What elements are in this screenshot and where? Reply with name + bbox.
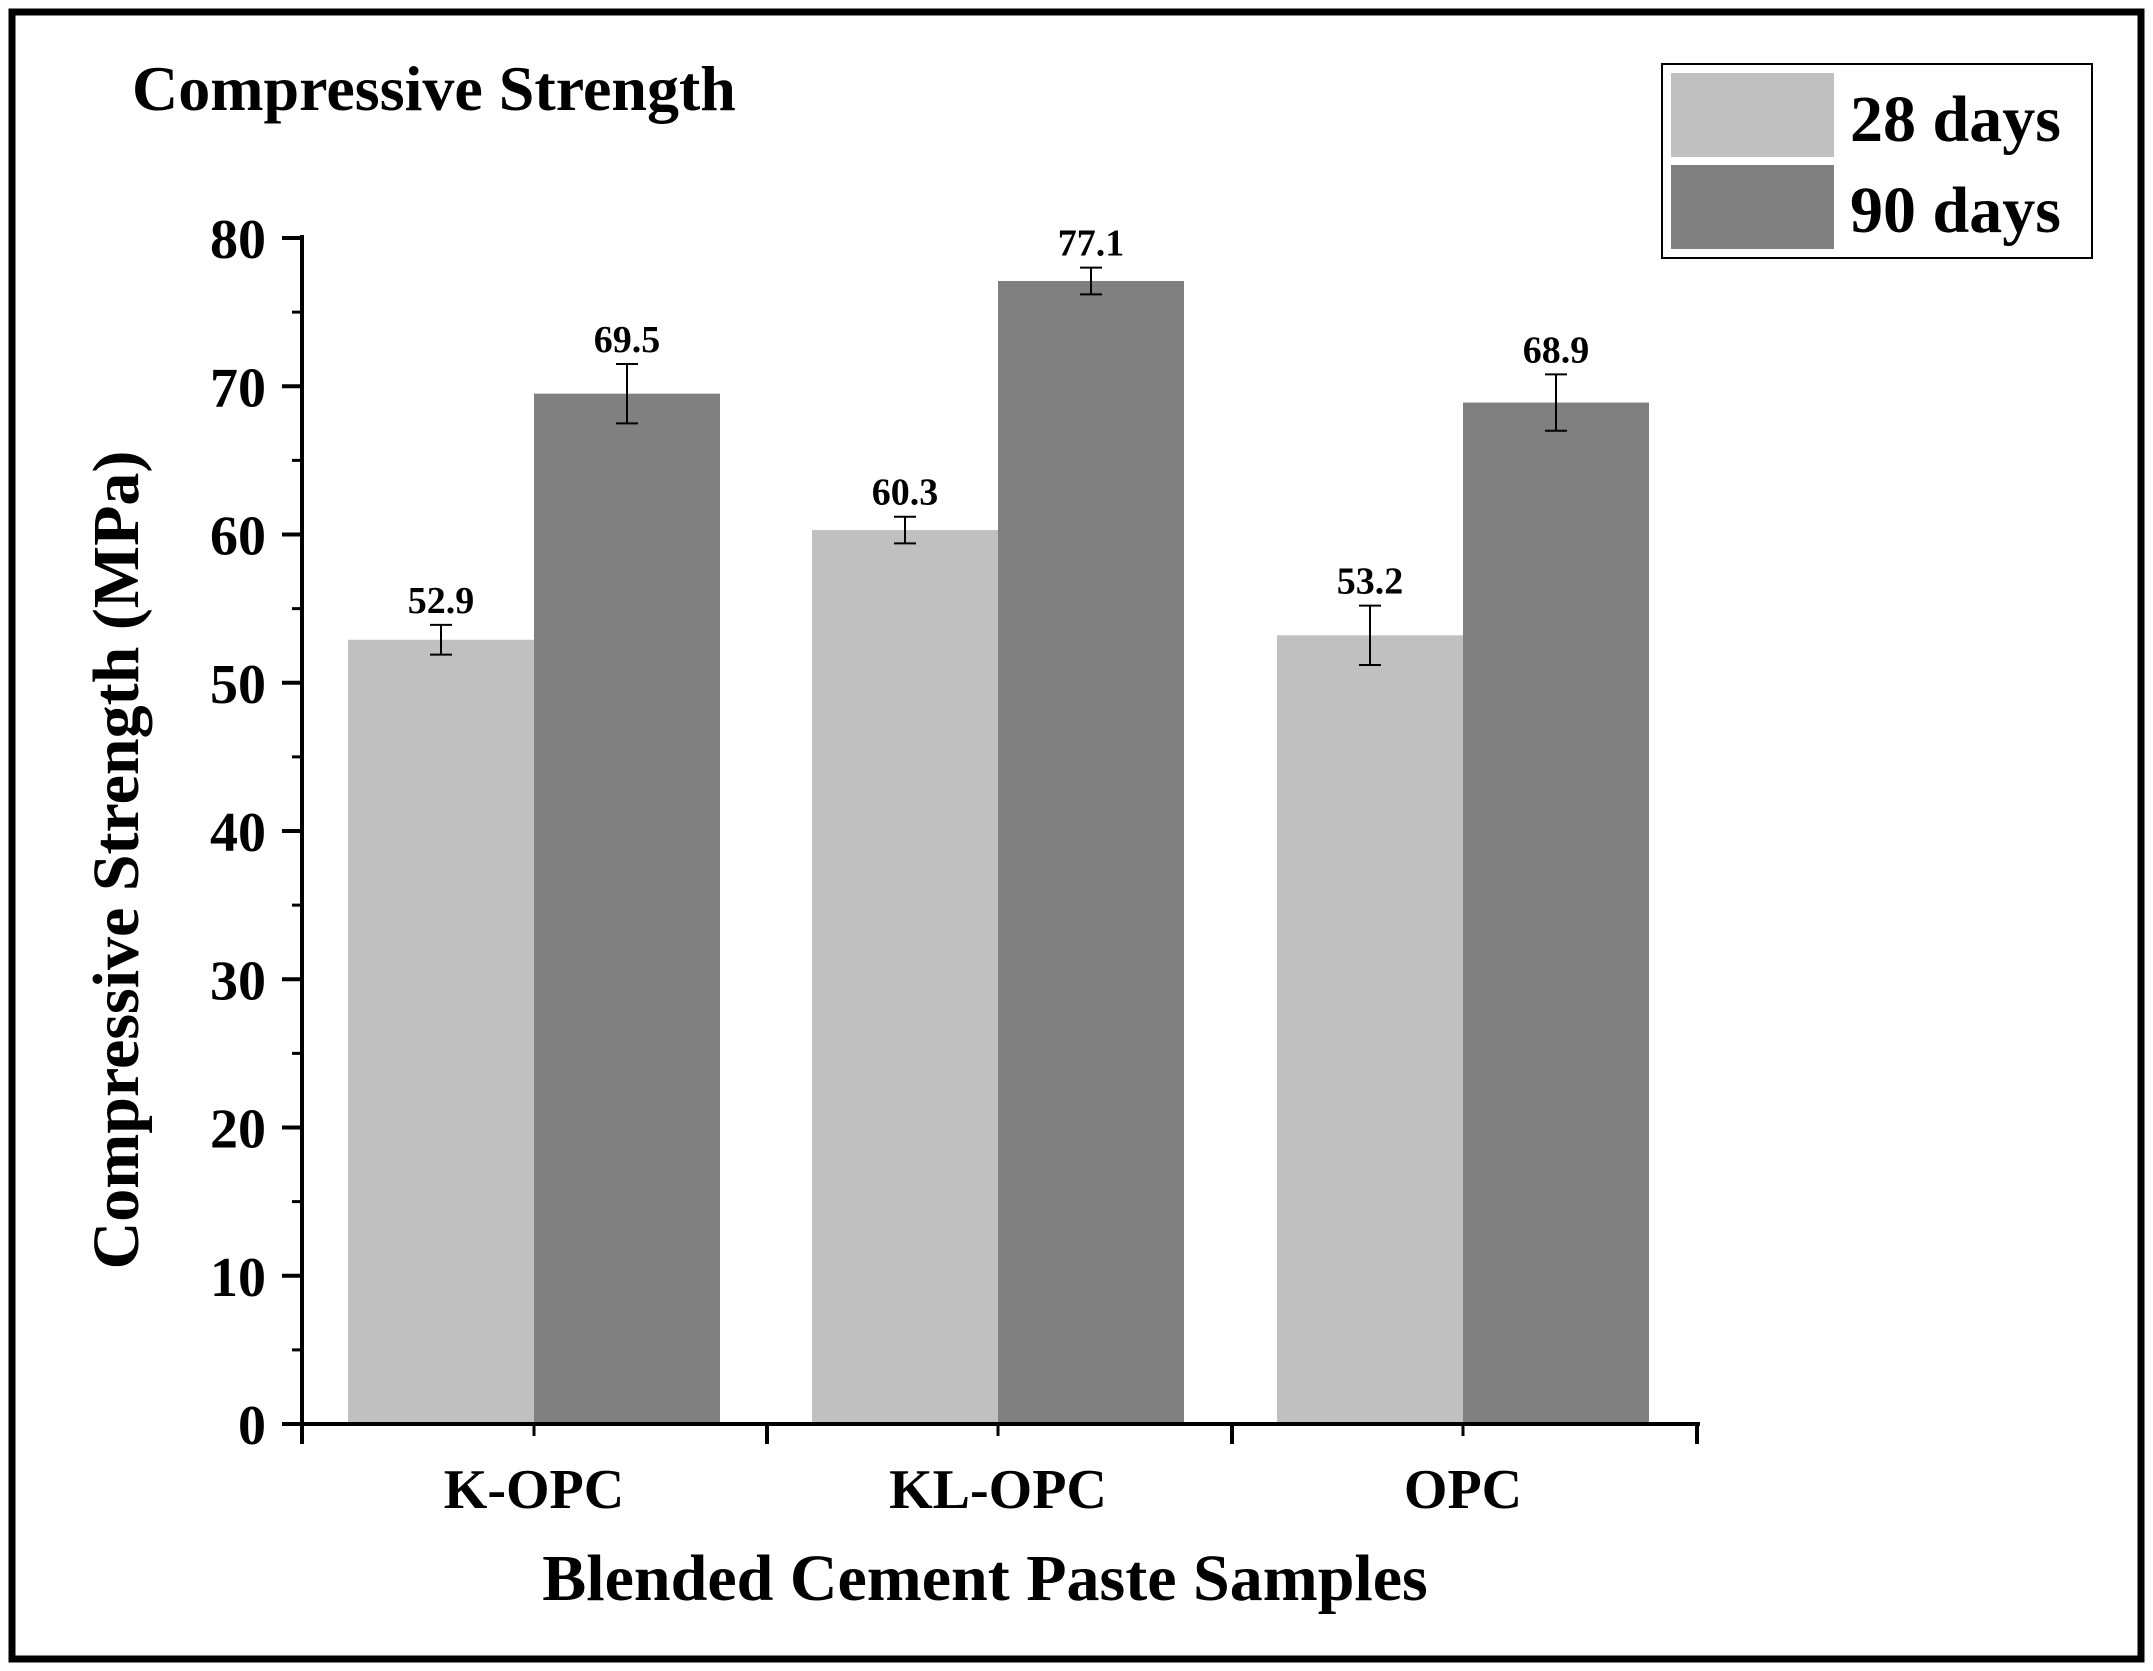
bars-layer (348, 280, 1649, 1425)
value-label-OPC-90-days: 68.9 (1523, 329, 1590, 371)
x-tick-label-K-OPC: K-OPC (444, 1459, 624, 1521)
legend-label-90-days: 90 days (1850, 174, 2061, 247)
y-tick-label: 0 (238, 1395, 266, 1457)
y-tick-label: 60 (210, 506, 266, 568)
value-label-OPC-28-days: 53.2 (1337, 561, 1404, 603)
bar-K-OPC-28-days (348, 639, 534, 1424)
legend-label-28-days: 28 days (1850, 83, 2061, 156)
x-tick-label-OPC: OPC (1404, 1459, 1522, 1521)
errorbars-layer (430, 266, 1567, 666)
value-label-KL-OPC-28-days: 60.3 (872, 472, 939, 514)
legend-swatch-28-days (1671, 73, 1834, 157)
value-label-K-OPC-28-days: 52.9 (408, 580, 475, 622)
errorbar-OPC-28-days (1359, 604, 1381, 666)
y-tick-label: 50 (210, 654, 266, 716)
y-ticks-layer: 0 10 20 30 40 50 60 70 80 (210, 209, 302, 1457)
x-axis-label: Blended Cement Paste Samples (542, 1542, 1427, 1615)
x-tick-label-KL-OPC: KL-OPC (889, 1459, 1107, 1521)
value-label-KL-OPC-90-days: 77.1 (1058, 223, 1125, 265)
bar-KL-OPC-28-days (812, 530, 998, 1424)
bar-KL-OPC-90-days (998, 280, 1184, 1425)
errorbar-K-OPC-90-days (616, 363, 638, 425)
errorbar-OPC-90-days (1545, 373, 1567, 432)
y-tick-label: 70 (210, 357, 266, 419)
bar-OPC-28-days (1277, 635, 1463, 1424)
chart-title: Compressive Strength (132, 53, 736, 124)
legend-swatch-90-days (1671, 165, 1834, 249)
x-ticks-layer: K-OPC KL-OPC OPC (300, 1424, 1699, 1521)
value-label-K-OPC-90-days: 69.5 (594, 319, 661, 361)
y-tick-label: 10 (210, 1247, 266, 1309)
errorbar-K-OPC-28-days (430, 623, 452, 656)
value-labels-layer: 52.9 69.5 60.3 77.1 53.2 68.9 (408, 223, 1590, 622)
y-tick-label: 30 (210, 950, 266, 1012)
y-tick-label: 80 (210, 209, 266, 271)
legend: 28 days 90 days (1661, 63, 2093, 259)
errorbar-KL-OPC-90-days (1080, 266, 1102, 296)
bar-OPC-90-days (1463, 402, 1649, 1424)
y-tick-label: 40 (210, 802, 266, 864)
errorbar-KL-OPC-28-days (894, 515, 916, 545)
y-tick-label: 20 (210, 1099, 266, 1161)
y-axis-label: Compressive Strength (MPa) (80, 451, 153, 1270)
bar-K-OPC-90-days (534, 393, 720, 1425)
